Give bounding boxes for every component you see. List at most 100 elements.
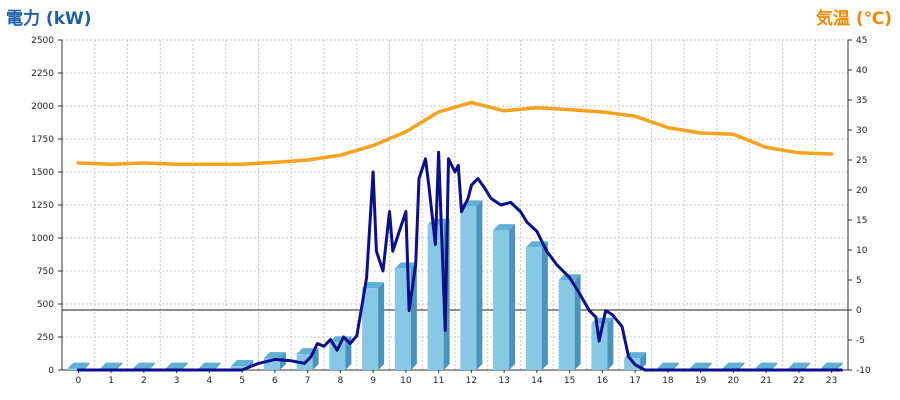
bar-side — [214, 362, 221, 370]
right-tick-label: 15 — [856, 216, 867, 226]
bar-top — [493, 224, 516, 231]
bar-front — [263, 358, 280, 370]
right-tick-label: 20 — [856, 186, 868, 196]
left-axis-title: 電力 (kW) — [6, 9, 92, 29]
bar — [460, 200, 483, 370]
bar-front — [460, 206, 477, 370]
bar-front — [231, 366, 248, 370]
right-tick-label: 45 — [856, 36, 867, 46]
bar — [362, 282, 385, 370]
bar-top — [263, 352, 286, 359]
bar-side — [148, 362, 155, 370]
bar-side — [836, 362, 843, 370]
x-tick-label: 23 — [826, 376, 837, 386]
x-tick-label: 11 — [433, 376, 444, 386]
bar-top — [394, 262, 417, 269]
lines-layer — [76, 100, 843, 372]
bar-side — [705, 362, 712, 370]
x-tick-label: 6 — [272, 376, 278, 386]
bar-top — [165, 362, 188, 369]
right-tick-label: -10 — [856, 366, 871, 376]
bar — [493, 224, 516, 370]
right-tick-label: 25 — [856, 156, 867, 166]
bar-front — [558, 280, 575, 370]
x-tick-label: 22 — [793, 376, 804, 386]
x-tick-label: 13 — [498, 376, 509, 386]
ticks-layer: 02505007501000125015001750200022502500-1… — [31, 36, 871, 386]
right-tick-label: 5 — [856, 276, 862, 286]
x-tick-label: 17 — [629, 376, 640, 386]
x-tick-label: 7 — [305, 376, 311, 386]
bar-top — [689, 362, 712, 369]
bar-front — [493, 230, 510, 370]
left-tick-label: 1500 — [31, 168, 54, 178]
x-tick-label: 1 — [108, 376, 114, 386]
right-tick-label: 0 — [856, 306, 862, 316]
x-tick-label: 18 — [662, 376, 674, 386]
bar-front — [591, 323, 608, 370]
x-tick-label: 19 — [695, 376, 707, 386]
left-tick-label: 500 — [37, 300, 54, 310]
bar — [525, 241, 548, 370]
left-tick-label: 2500 — [31, 36, 54, 46]
bar-side — [771, 362, 778, 370]
bar-side — [116, 362, 123, 370]
x-tick-label: 15 — [564, 376, 575, 386]
left-tick-label: 1750 — [31, 135, 54, 145]
bar-side — [378, 282, 385, 370]
bar-top — [656, 362, 679, 369]
x-tick-label: 9 — [370, 376, 376, 386]
x-tick-label: 16 — [597, 376, 609, 386]
bar-top — [755, 362, 778, 369]
bar-side — [476, 200, 483, 370]
bar-side — [83, 362, 90, 370]
right-tick-label: 30 — [856, 126, 868, 136]
bar-front — [394, 268, 411, 370]
left-tick-label: 2000 — [31, 102, 54, 112]
bar-side — [181, 362, 188, 370]
right-tick-label: 35 — [856, 96, 867, 106]
x-tick-label: 8 — [338, 376, 344, 386]
bar-side — [803, 362, 810, 370]
right-tick-label: -5 — [856, 336, 865, 346]
temperature-line — [76, 100, 834, 166]
bar-front — [362, 288, 379, 370]
bar-side — [541, 241, 548, 370]
bar — [67, 362, 90, 370]
x-tick-label: 2 — [141, 376, 147, 386]
bar-side — [738, 362, 745, 370]
bar-front — [624, 358, 641, 370]
bar-top — [198, 362, 221, 369]
bar-side — [672, 362, 679, 370]
bar-top — [67, 362, 90, 369]
left-tick-label: 1000 — [31, 234, 54, 244]
x-tick-label: 5 — [239, 376, 245, 386]
bar-front — [525, 247, 542, 370]
right-tick-label: 10 — [856, 246, 868, 256]
bar-top — [100, 362, 123, 369]
bar-top — [787, 362, 810, 369]
x-tick-label: 21 — [760, 376, 771, 386]
x-tick-label: 3 — [174, 376, 180, 386]
power-line — [76, 150, 843, 372]
bar-top — [132, 362, 155, 369]
left-tick-label: 250 — [37, 333, 54, 343]
left-tick-label: 0 — [48, 366, 54, 376]
x-tick-label: 0 — [76, 376, 82, 386]
left-tick-label: 1250 — [31, 201, 54, 211]
bar-side — [509, 224, 516, 370]
x-tick-label: 20 — [728, 376, 740, 386]
x-tick-label: 10 — [400, 376, 412, 386]
x-tick-label: 14 — [531, 376, 543, 386]
bar-top — [231, 360, 254, 367]
right-tick-label: 40 — [856, 66, 868, 76]
right-axis-title: 気温 (℃) — [815, 9, 892, 29]
bar-side — [574, 274, 581, 370]
bar-front — [427, 224, 444, 370]
left-tick-label: 750 — [37, 267, 54, 277]
grid-layer — [62, 39, 848, 370]
bar-side — [607, 317, 614, 370]
bar-top — [722, 362, 745, 369]
bar-top — [362, 282, 385, 289]
